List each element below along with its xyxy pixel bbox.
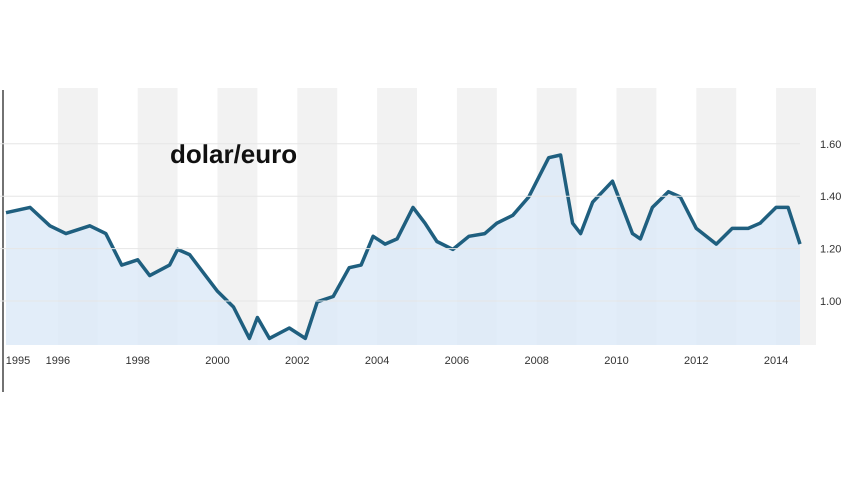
y-axis-ticks: 1.00 1.20 1.40 1.60 — [0, 139, 841, 308]
x-tick-label: 1998 — [125, 355, 149, 367]
x-tick-label: 2006 — [445, 355, 469, 367]
x-axis-ticks: 1995 1996 1998 2000 2002 2004 2006 2008 2010 2012… — [6, 355, 789, 367]
y-tick-label: 1.40 — [820, 191, 841, 203]
y-tick-label: 1.60 — [820, 139, 841, 151]
x-tick-label: 1995 — [6, 355, 30, 367]
x-tick-label: 2010 — [604, 355, 628, 367]
series-area — [6, 155, 800, 345]
x-tick-label: 2012 — [684, 355, 708, 367]
x-tick-label: 2014 — [764, 355, 788, 367]
x-tick-label: 2008 — [524, 355, 548, 367]
x-tick-label: 1996 — [46, 355, 70, 367]
y-tick-label: 1.00 — [820, 296, 841, 308]
series-line — [5, 153, 802, 341]
x-tick-label: 2004 — [365, 355, 389, 367]
x-tick-label: 2000 — [205, 355, 229, 367]
y-tick-label: 1.20 — [820, 244, 841, 256]
x-tick-label: 2002 — [285, 355, 309, 367]
